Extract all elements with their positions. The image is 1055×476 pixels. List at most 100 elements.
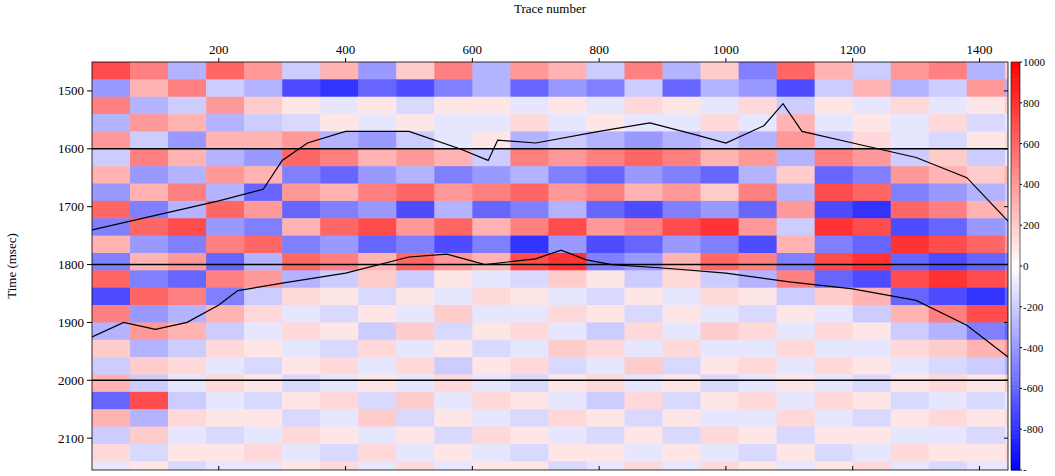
colorbar-segment xyxy=(1011,339,1020,344)
heatmap-cell xyxy=(548,218,587,236)
heatmap-cell xyxy=(967,253,1006,271)
heatmap-cell xyxy=(663,392,702,410)
heatmap-cell xyxy=(320,444,359,462)
heatmap-cell xyxy=(701,392,740,410)
heatmap-cell xyxy=(548,409,587,427)
heatmap-cell xyxy=(206,409,245,427)
heatmap-cell xyxy=(320,357,359,375)
colorbar-segment xyxy=(1011,352,1020,357)
heatmap-cell xyxy=(853,97,892,115)
heatmap-cell xyxy=(777,184,816,202)
heatmap-cell xyxy=(282,201,321,219)
heatmap-cell xyxy=(168,392,207,410)
heatmap-cell xyxy=(624,236,663,254)
heatmap-cell xyxy=(701,184,740,202)
heatmap-cell xyxy=(130,218,169,236)
colorbar-segment xyxy=(1011,164,1020,169)
colorbar-segment xyxy=(1011,307,1020,312)
heatmap-cell xyxy=(663,114,702,132)
heatmap-cell xyxy=(929,149,968,167)
heatmap-cell xyxy=(1005,357,1008,375)
colorbar-segment xyxy=(1011,344,1020,349)
heatmap-cell xyxy=(358,305,397,323)
colorbar-tick-label: -400 xyxy=(1023,342,1044,354)
heatmap-cell xyxy=(396,149,435,167)
heatmap-cell xyxy=(929,392,968,410)
y-tick xyxy=(1004,206,1008,207)
colorbar-segment xyxy=(1011,254,1020,259)
heatmap-cell xyxy=(396,114,435,132)
heatmap-cell xyxy=(130,340,169,358)
heatmap-cell xyxy=(548,166,587,184)
heatmap-cell xyxy=(130,62,169,80)
heatmap-cell xyxy=(130,79,169,97)
heatmap-cell xyxy=(929,305,968,323)
heatmap-cell xyxy=(92,79,131,97)
heatmap-cell xyxy=(434,62,473,80)
heatmap-cell xyxy=(396,392,435,410)
heatmap-cell xyxy=(130,288,169,306)
x-axis-title: Trace number xyxy=(514,1,587,16)
heatmap-cell xyxy=(739,322,778,340)
heatmap-cell xyxy=(320,427,359,445)
heatmap-cell xyxy=(891,444,930,462)
heatmap-cell xyxy=(663,444,702,462)
heatmap-cell xyxy=(244,79,283,97)
heatmap-cell xyxy=(777,62,816,80)
heatmap-cell xyxy=(586,340,625,358)
colorbar-segment xyxy=(1011,458,1020,463)
heatmap-cell xyxy=(320,409,359,427)
heatmap-cell xyxy=(967,270,1006,288)
heatmap-cell xyxy=(282,288,321,306)
heatmap-cell xyxy=(929,461,968,470)
heatmap-cell xyxy=(663,201,702,219)
heatmap-cell xyxy=(396,444,435,462)
heatmap-cell xyxy=(396,62,435,80)
heatmap-cell xyxy=(472,184,511,202)
heatmap-cell xyxy=(1005,149,1008,167)
heatmap-cell xyxy=(739,166,778,184)
heatmap-cell xyxy=(434,427,473,445)
heatmap-cell xyxy=(472,114,511,132)
heatmap-cell xyxy=(434,461,473,470)
heatmap-cell xyxy=(358,288,397,306)
heatmap-cell xyxy=(815,322,854,340)
colorbar-tick xyxy=(1020,143,1022,144)
heatmap-cell xyxy=(929,201,968,219)
heatmap-cell xyxy=(472,97,511,115)
colorbar-segment xyxy=(1011,462,1020,467)
heatmap-cell xyxy=(1005,79,1008,97)
heatmap-cell xyxy=(891,253,930,271)
colorbar-segment xyxy=(1011,421,1020,426)
heatmap-cell xyxy=(358,166,397,184)
heatmap-cell xyxy=(777,305,816,323)
heatmap-cell xyxy=(853,392,892,410)
heatmap-cell xyxy=(282,97,321,115)
heatmap-cell xyxy=(434,236,473,254)
heatmap-cell xyxy=(967,62,1006,80)
heatmap-cell xyxy=(130,166,169,184)
heatmap-cell xyxy=(206,427,245,445)
heatmap-cell xyxy=(510,288,549,306)
heatmap-cell xyxy=(244,149,283,167)
colorbar-segment xyxy=(1011,429,1020,434)
heatmap-cell xyxy=(130,97,169,115)
heatmap-cell xyxy=(320,62,359,80)
heatmap-cell xyxy=(967,97,1006,115)
colorbar-segment xyxy=(1011,327,1020,332)
heatmap-cell xyxy=(396,375,435,393)
heatmap-cell xyxy=(358,149,397,167)
heatmap-cell xyxy=(548,375,587,393)
heatmap-cell xyxy=(663,270,702,288)
heatmap-cell xyxy=(320,375,359,393)
heatmap-cell xyxy=(929,288,968,306)
heatmap-cell xyxy=(510,461,549,470)
colorbar-segment xyxy=(1011,205,1020,210)
heatmap-cell xyxy=(663,62,702,80)
colorbar-segment xyxy=(1011,135,1020,140)
heatmap-cell xyxy=(929,409,968,427)
heatmap-cell xyxy=(891,218,930,236)
heatmap-cell xyxy=(777,409,816,427)
heatmap-cell xyxy=(168,357,207,375)
heatmap-cell xyxy=(586,270,625,288)
